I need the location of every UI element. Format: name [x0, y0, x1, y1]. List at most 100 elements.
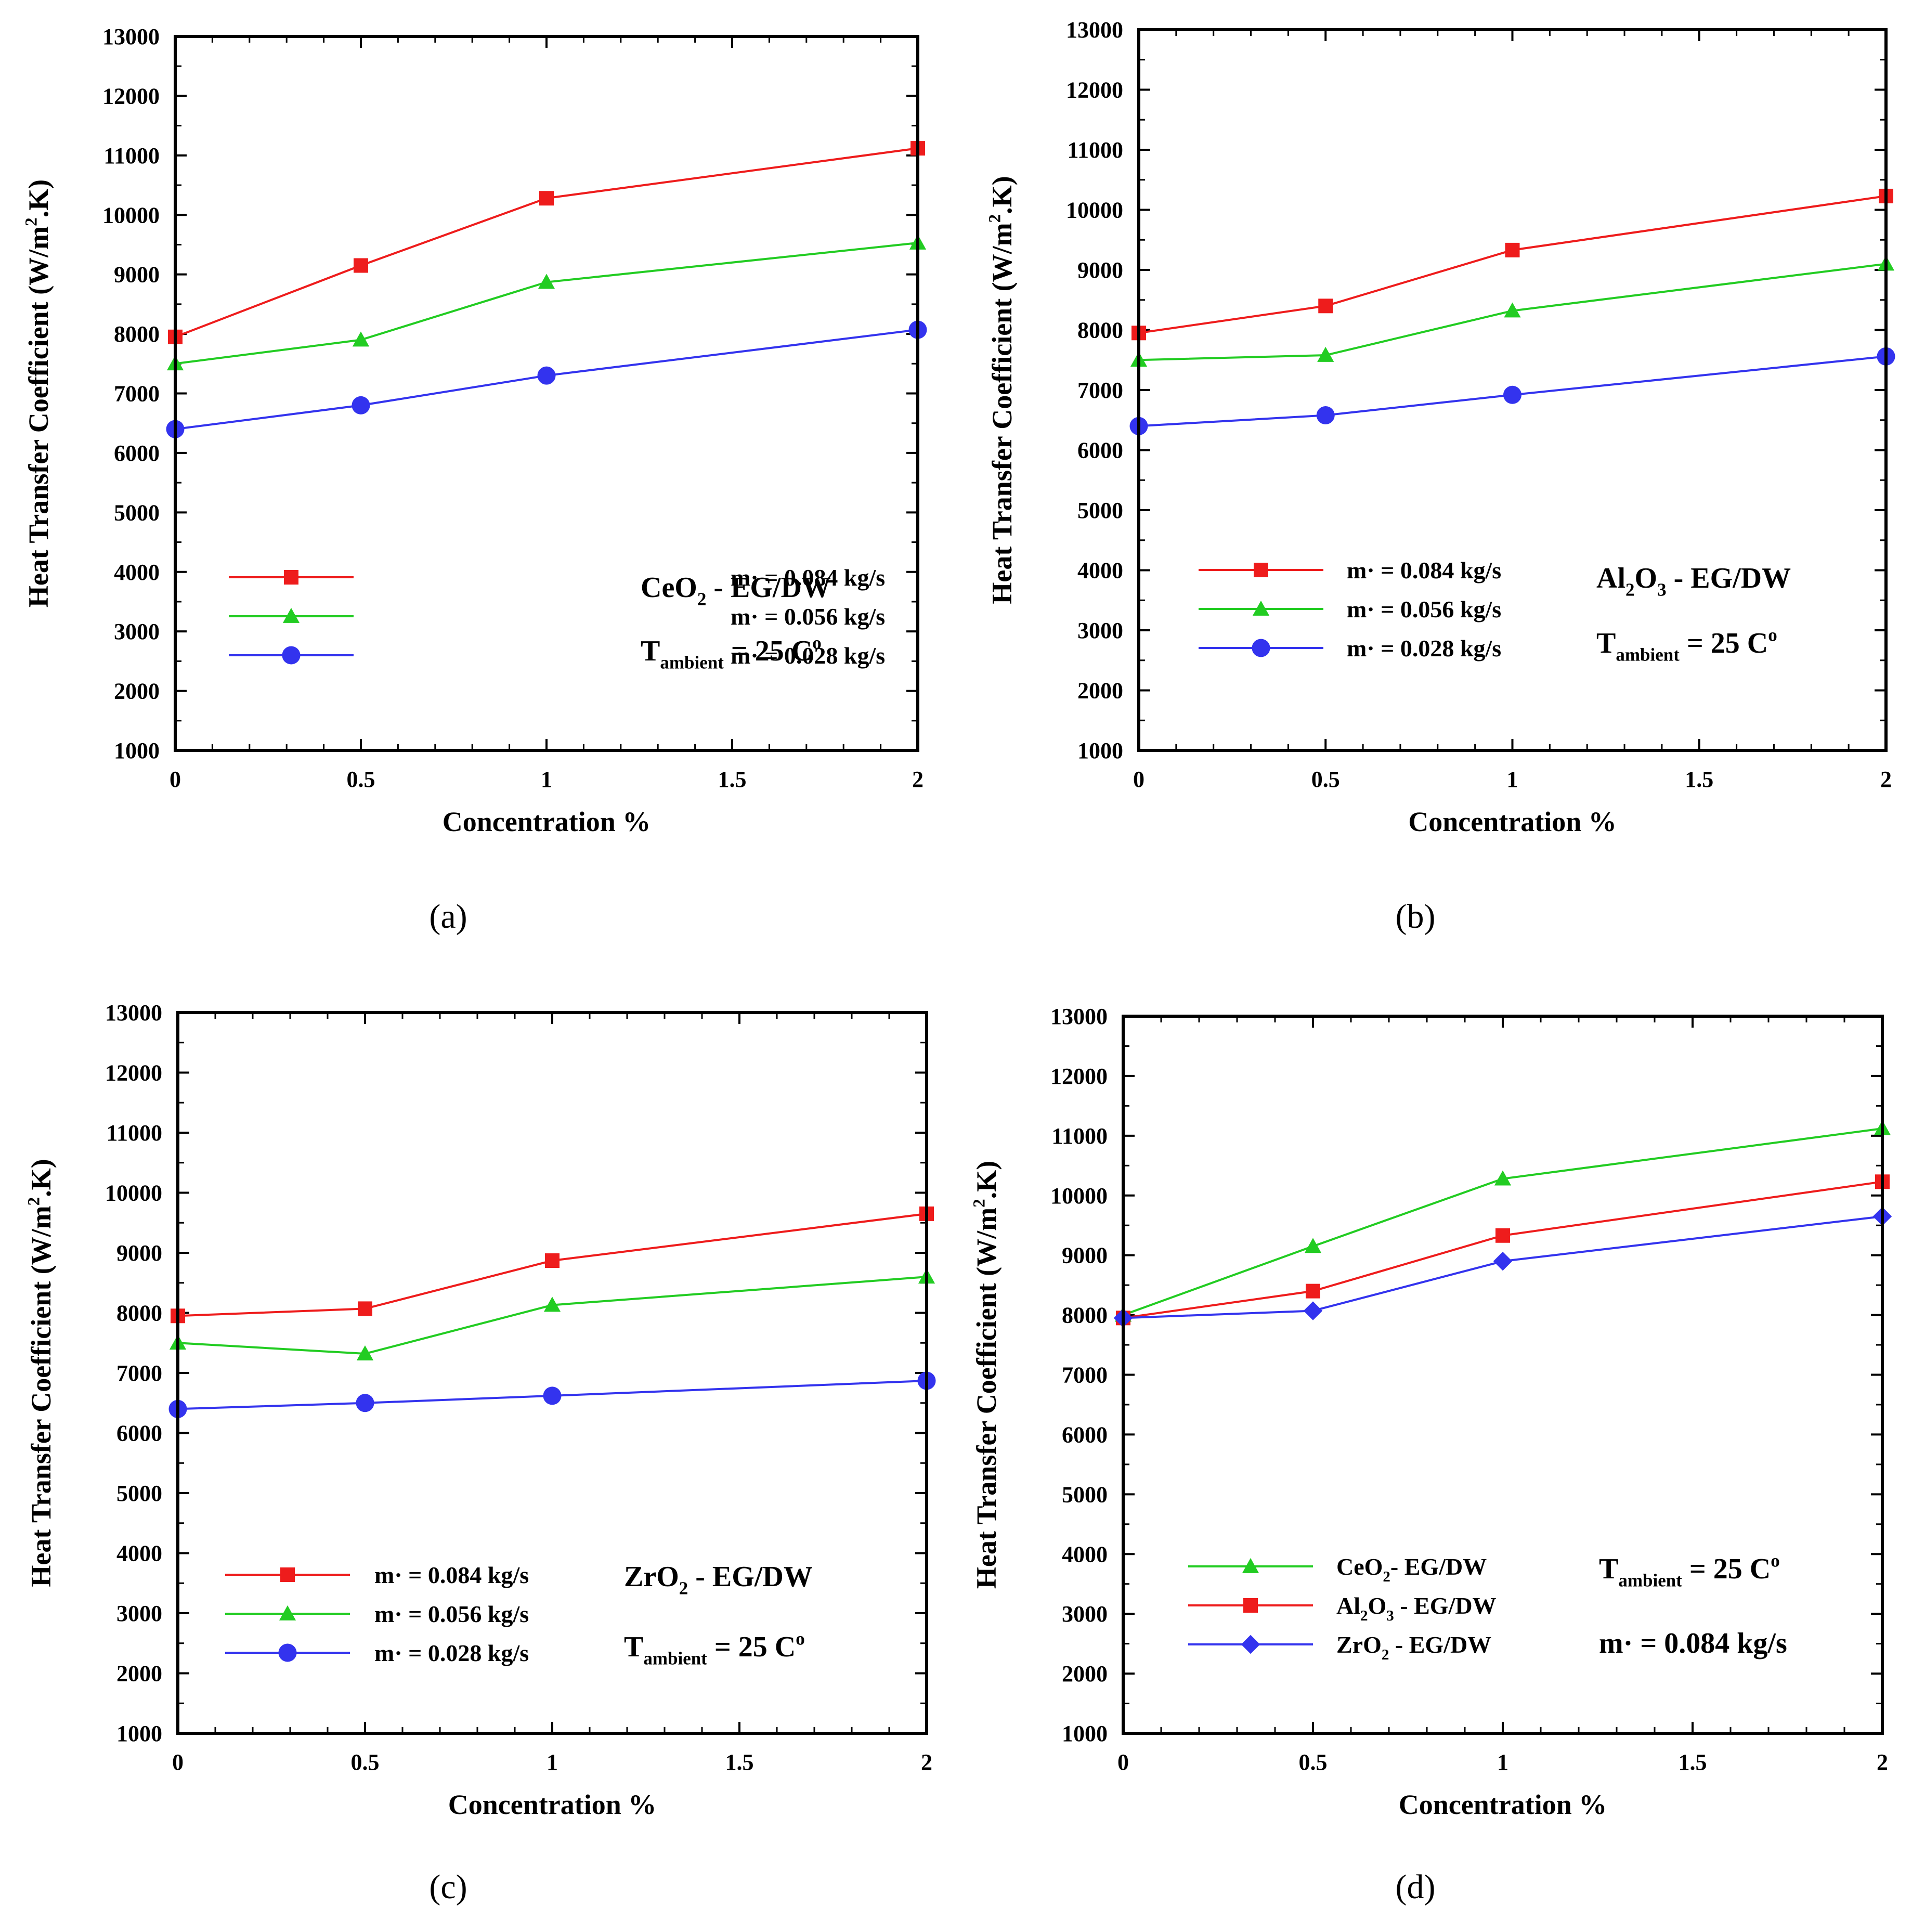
data-point — [1505, 242, 1520, 257]
data-point — [356, 1394, 374, 1412]
y-tick-label: 1000 — [1062, 1721, 1108, 1746]
y-tick-label: 13000 — [105, 1000, 162, 1026]
data-point — [1317, 346, 1334, 362]
x-tick-label: 0 — [1133, 767, 1144, 792]
y-tick-label: 11000 — [106, 1120, 162, 1146]
data-point — [358, 1301, 372, 1316]
x-tick-label: 1.5 — [725, 1749, 754, 1775]
series-line — [177, 1380, 927, 1410]
series-line — [1138, 263, 1887, 361]
data-point — [1494, 1170, 1512, 1186]
y-tick-label: 1000 — [116, 1721, 162, 1746]
y-tick-label: 5000 — [1062, 1482, 1108, 1507]
y-tick-label: 3000 — [1077, 618, 1123, 643]
panel-caption: (c) — [429, 1868, 467, 1906]
x-tick-label: 0.5 — [1311, 767, 1340, 792]
data-point — [354, 258, 368, 273]
plot-frame — [176, 1011, 928, 1735]
legend-label: CeO2- EG/DW — [1336, 1553, 1487, 1585]
y-tick-label: 5000 — [114, 500, 160, 525]
x-tick-label: 0 — [170, 767, 181, 792]
series-line — [175, 242, 918, 365]
y-tick-label: 7000 — [116, 1360, 162, 1386]
annotation: Tambient = 25 Co — [1599, 1551, 1780, 1591]
x-tick-label: 2 — [921, 1749, 932, 1775]
annotation: Al2O3 - EG/DW — [1596, 562, 1791, 600]
y-tick-label: 13000 — [1050, 1004, 1108, 1029]
y-tick-label: 10000 — [102, 202, 160, 228]
y-tick-label: 12000 — [105, 1060, 162, 1086]
x-tick-label: 1.5 — [1679, 1749, 1707, 1775]
x-tick-label: 1.5 — [1685, 767, 1713, 792]
x-axis-title: Concentration % — [1399, 1789, 1607, 1820]
series-line — [177, 1276, 927, 1355]
data-point — [1316, 406, 1335, 425]
data-point — [1303, 1301, 1323, 1320]
annotation: CeO2 - EG/DW — [641, 572, 831, 610]
data-point — [1503, 385, 1521, 404]
x-tick-label: 0.5 — [347, 767, 375, 792]
y-tick-label: 8000 — [116, 1301, 162, 1326]
panel-b: 1000 2000 3000 4000 5000 6000 7000 8000 9000 1000… — [985, 17, 1895, 936]
y-tick-label: 2000 — [1077, 678, 1123, 704]
data-point — [539, 191, 554, 206]
y-tick-label: 2000 — [1062, 1661, 1108, 1687]
x-tick-label: 1 — [1497, 1749, 1508, 1775]
legend-label: m· = 0.084 kg/s — [731, 564, 885, 591]
y-tick-label: 6000 — [1062, 1422, 1108, 1447]
y-tick-label: 11000 — [1051, 1123, 1108, 1149]
y-tick-label: 8000 — [114, 321, 160, 347]
data-point — [538, 274, 555, 289]
x-axis-title: Concentration % — [443, 806, 651, 837]
plot-frame — [174, 35, 919, 752]
x-tick-label: 1 — [547, 1749, 558, 1775]
y-tick-label: 5000 — [1077, 498, 1123, 523]
plot-frame — [1137, 28, 1888, 752]
data-point — [1254, 563, 1268, 577]
data-point — [1241, 1635, 1260, 1654]
data-point — [1504, 302, 1521, 318]
series-line — [175, 329, 918, 431]
y-tick-label: 13000 — [1066, 17, 1123, 43]
data-point — [356, 1345, 374, 1360]
data-point — [1318, 299, 1333, 314]
legend-label: m· = 0.028 kg/s — [374, 1640, 529, 1666]
series-line — [1138, 355, 1887, 427]
y-tick-label: 10000 — [105, 1181, 162, 1206]
legend-label: m· = 0.084 kg/s — [374, 1562, 529, 1588]
y-tick-label: 4000 — [1077, 558, 1123, 584]
y-tick-label: 7000 — [114, 381, 160, 407]
series-line — [177, 1212, 927, 1317]
y-axis-title: Heat Transfer Coefficient (W/m2.K) — [970, 1161, 1002, 1589]
legend-label: ZrO2 - EG/DW — [1336, 1631, 1491, 1663]
x-tick-label: 0 — [1117, 1749, 1129, 1775]
x-axis-title: Concentration % — [448, 1789, 656, 1820]
legend-label: m· = 0.056 kg/s — [731, 603, 885, 630]
y-tick-label: 2000 — [114, 679, 160, 704]
y-axis-title: Heat Transfer Coefficient (W/m2.K) — [24, 1159, 57, 1587]
y-tick-label: 9000 — [1077, 257, 1123, 283]
y-tick-label: 11000 — [1067, 137, 1123, 163]
legend-label: Al2O3 - EG/DW — [1336, 1592, 1497, 1624]
data-point — [280, 1567, 295, 1582]
y-tick-label: 2000 — [116, 1661, 162, 1687]
y-tick-label: 9000 — [114, 262, 160, 288]
y-tick-label: 10000 — [1050, 1183, 1108, 1209]
legend-label: m· = 0.056 kg/s — [374, 1601, 529, 1627]
y-tick-label: 3000 — [114, 619, 160, 644]
y-tick-label: 6000 — [114, 440, 160, 466]
y-tick-label: 13000 — [102, 24, 160, 49]
data-point — [1306, 1283, 1320, 1299]
y-tick-label: 3000 — [1062, 1601, 1108, 1627]
y-tick-label: 7000 — [1062, 1363, 1108, 1388]
x-tick-label: 1 — [541, 767, 552, 792]
y-axis-title: Heat Transfer Coefficient (W/m2.K) — [985, 176, 1018, 604]
y-tick-label: 6000 — [116, 1421, 162, 1446]
data-point — [352, 396, 370, 414]
series-line — [1138, 195, 1887, 334]
y-tick-label: 7000 — [1077, 378, 1123, 403]
data-point — [278, 1643, 297, 1662]
x-tick-label: 2 — [912, 767, 924, 792]
x-tick-label: 0.5 — [1299, 1749, 1328, 1775]
